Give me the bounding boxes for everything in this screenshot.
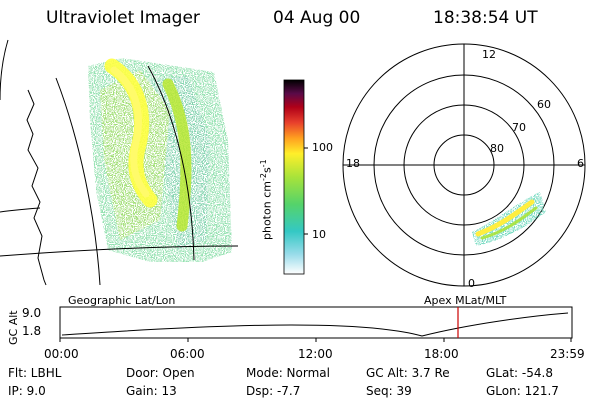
geo-panel-label: Geographic Lat/Lon — [68, 294, 176, 307]
info-gc-alt: GC Alt: 3.7 Re — [366, 366, 450, 380]
mlt-label-6: 6 — [577, 157, 584, 170]
timeline-xtick-0600: 06:00 — [170, 347, 205, 361]
coastline — [26, 89, 47, 286]
timeline-xtick-2359: 23:59 — [550, 347, 585, 361]
info-seq: Seq: 39 — [366, 384, 412, 398]
mlat-label-80: 80 — [490, 142, 504, 155]
lon-line-1 — [55, 77, 101, 286]
altitude-curve — [61, 312, 569, 337]
polar-panel-label: Apex MLat/MLT — [424, 294, 507, 307]
info-door: Door: Open — [126, 366, 195, 380]
info-glon: GLon: 121.7 — [486, 384, 559, 398]
mlat-label-70: 70 — [512, 121, 526, 134]
info-gain: Gain: 13 — [126, 384, 177, 398]
timeline-ytick-low: 1.8 — [22, 324, 42, 338]
mlt-label-0: 0 — [468, 277, 475, 290]
timeline-ytick-high: 9.0 — [22, 306, 42, 320]
instrument-title: Ultraviolet Imager — [46, 8, 200, 28]
date-label: 04 Aug 00 — [273, 8, 361, 28]
colorbar — [283, 79, 308, 275]
info-filter: Flt: LBHL — [8, 366, 62, 380]
timeline-xtick-0000: 00:00 — [44, 347, 79, 361]
mlt-label-12: 12 — [482, 48, 496, 61]
timeline-xtick-1800: 18:00 — [424, 347, 459, 361]
info-ip: IP: 9.0 — [8, 384, 46, 398]
time-label: 18:38:54 UT — [433, 8, 538, 28]
info-mode: Mode: Normal — [246, 366, 330, 380]
timeline-xtick-1200: 12:00 — [298, 347, 333, 361]
info-dsp: Dsp: -7.7 — [246, 384, 301, 398]
mlt-label-18: 18 — [346, 157, 360, 170]
lon-line-2 — [147, 65, 195, 261]
lat-line-1 — [0, 245, 239, 257]
colorbar-tick-100: 100 — [312, 141, 333, 154]
info-glat: GLat: -54.8 — [486, 366, 553, 380]
polar-auroral-patch — [472, 192, 546, 246]
colorbar-tick-10: 10 — [312, 228, 326, 241]
mlat-label-60: 60 — [537, 98, 551, 111]
lat-line-2 — [0, 207, 41, 213]
limb — [0, 39, 9, 101]
